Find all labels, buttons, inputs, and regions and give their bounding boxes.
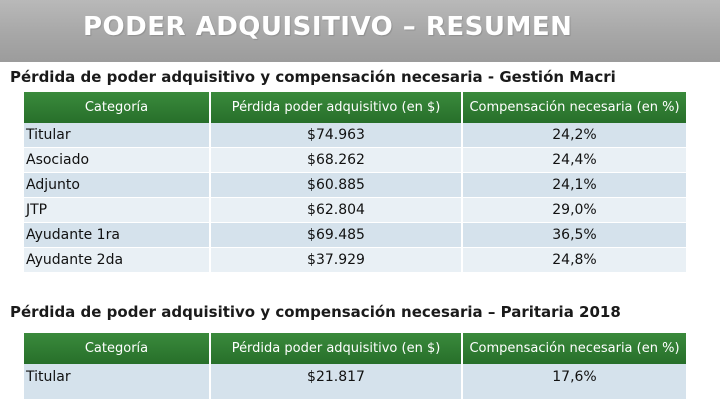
header-compensacion: Compensación necesaria (en %) [463, 92, 686, 123]
cell-categoria: Titular [24, 123, 209, 148]
table-row: Titular $74.963 24,2% [24, 123, 686, 148]
cell-perdida: $69.485 [211, 223, 461, 248]
cell-compensacion: 24,2% [463, 123, 686, 148]
cell-categoria: Titular [24, 364, 209, 400]
cell-compensacion: 29,0% [463, 198, 686, 223]
cell-categoria: Ayudante 1ra [24, 223, 209, 248]
cell-compensacion: 17,6% [463, 364, 686, 400]
table-row: Ayudante 2da $37.929 24,8% [24, 248, 686, 273]
title-banner: PODER ADQUISITIVO – RESUMEN [0, 0, 720, 62]
slide-title: PODER ADQUISITIVO – RESUMEN [83, 12, 573, 42]
table-row: Adjunto $60.885 24,1% [24, 173, 686, 198]
header-perdida: Pérdida poder adquisitivo (en $) [211, 92, 461, 123]
cell-compensacion: 36,5% [463, 223, 686, 248]
cell-categoria: Adjunto [24, 173, 209, 198]
cell-categoria: Ayudante 2da [24, 248, 209, 273]
cell-perdida: $68.262 [211, 148, 461, 173]
header-perdida: Pérdida poder adquisitivo (en $) [211, 333, 461, 364]
table-row: Titular $21.817 17,6% [24, 364, 686, 400]
cell-categoria: Asociado [24, 148, 209, 173]
cell-perdida: $21.817 [211, 364, 461, 400]
table-row: Ayudante 1ra $69.485 36,5% [24, 223, 686, 248]
header-compensacion: Compensación necesaria (en %) [463, 333, 686, 364]
cell-categoria: JTP [24, 198, 209, 223]
cell-compensacion: 24,1% [463, 173, 686, 198]
cell-perdida: $62.804 [211, 198, 461, 223]
table-header-row: Categoría Pérdida poder adquisitivo (en … [24, 333, 686, 364]
header-categoria: Categoría [24, 333, 209, 364]
cell-perdida: $74.963 [211, 123, 461, 148]
cell-compensacion: 24,8% [463, 248, 686, 273]
cell-compensacion: 24,4% [463, 148, 686, 173]
section-title-paritaria-2018: Pérdida de poder adquisitivo y compensac… [10, 303, 621, 321]
cell-perdida: $37.929 [211, 248, 461, 273]
table-gestion-macri: Categoría Pérdida poder adquisitivo (en … [22, 92, 688, 273]
table-row: Asociado $68.262 24,4% [24, 148, 686, 173]
header-categoria: Categoría [24, 92, 209, 123]
table-header-row: Categoría Pérdida poder adquisitivo (en … [24, 92, 686, 123]
section-title-gestion-macri: Pérdida de poder adquisitivo y compensac… [10, 68, 616, 86]
table-row: JTP $62.804 29,0% [24, 198, 686, 223]
cell-perdida: $60.885 [211, 173, 461, 198]
table-paritaria-2018: Categoría Pérdida poder adquisitivo (en … [22, 333, 688, 400]
